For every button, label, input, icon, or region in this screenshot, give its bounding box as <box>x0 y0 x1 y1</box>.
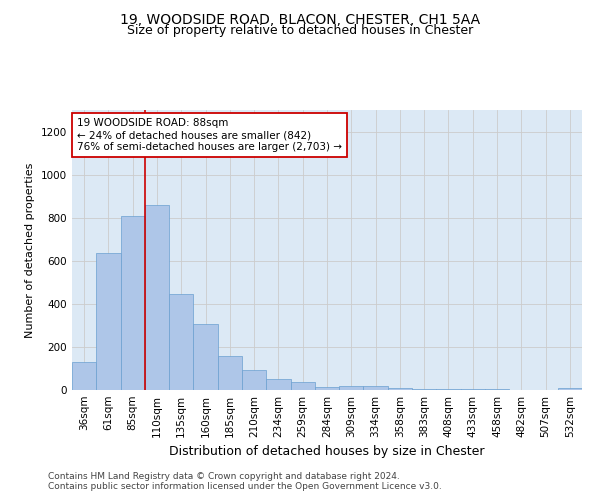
X-axis label: Distribution of detached houses by size in Chester: Distribution of detached houses by size … <box>169 446 485 458</box>
Text: Contains public sector information licensed under the Open Government Licence v3: Contains public sector information licen… <box>48 482 442 491</box>
Bar <box>412 389 436 390</box>
Bar <box>485 389 509 390</box>
Text: 19, WOODSIDE ROAD, BLACON, CHESTER, CH1 5AA: 19, WOODSIDE ROAD, BLACON, CHESTER, CH1 … <box>120 12 480 26</box>
Bar <box>145 205 169 390</box>
Text: Size of property relative to detached houses in Chester: Size of property relative to detached ho… <box>127 24 473 37</box>
Bar <box>339 386 364 390</box>
Bar <box>121 216 145 390</box>
Bar <box>96 253 121 390</box>
Bar <box>558 388 582 390</box>
Bar <box>193 324 218 390</box>
Text: Contains HM Land Registry data © Crown copyright and database right 2024.: Contains HM Land Registry data © Crown c… <box>48 472 400 481</box>
Bar <box>218 356 242 390</box>
Bar <box>461 389 485 390</box>
Y-axis label: Number of detached properties: Number of detached properties <box>25 162 35 338</box>
Bar <box>242 370 266 390</box>
Bar <box>169 294 193 390</box>
Text: 19 WOODSIDE ROAD: 88sqm
← 24% of detached houses are smaller (842)
76% of semi-d: 19 WOODSIDE ROAD: 88sqm ← 24% of detache… <box>77 118 342 152</box>
Bar <box>436 389 461 390</box>
Bar <box>315 387 339 390</box>
Bar <box>388 388 412 390</box>
Bar <box>266 379 290 390</box>
Bar <box>290 382 315 390</box>
Bar <box>364 386 388 390</box>
Bar <box>72 362 96 390</box>
